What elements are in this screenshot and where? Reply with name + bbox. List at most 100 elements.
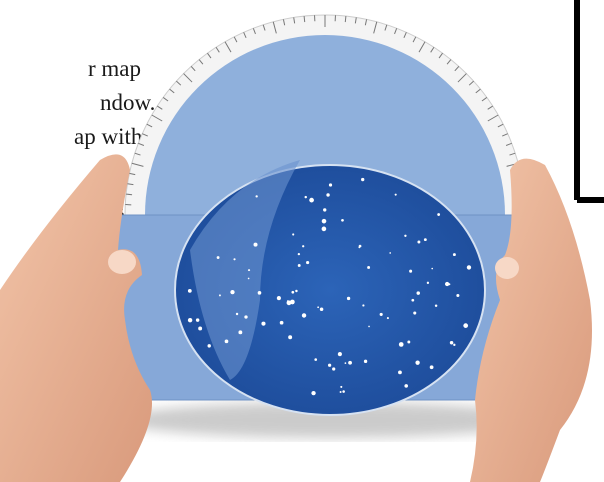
tick [394, 28, 398, 35]
star [346, 296, 351, 301]
tick [183, 73, 193, 83]
star [295, 289, 298, 293]
star [195, 318, 200, 322]
star [319, 307, 324, 311]
star [379, 312, 383, 317]
tick [502, 133, 508, 137]
tick [412, 36, 417, 43]
star [218, 294, 221, 297]
star [398, 342, 404, 347]
star [367, 265, 371, 269]
star [339, 390, 342, 394]
tick [438, 52, 443, 59]
tick [457, 73, 467, 83]
star [340, 385, 343, 388]
star [306, 260, 310, 265]
copy-line: r map [88, 56, 141, 81]
star [342, 390, 345, 393]
tick [475, 88, 481, 94]
star [456, 293, 460, 297]
star [328, 363, 332, 367]
star [207, 344, 211, 348]
tick [156, 105, 163, 110]
star [363, 359, 368, 364]
tick [481, 97, 488, 102]
left-thumbnail [108, 250, 136, 274]
shadow [120, 402, 540, 438]
star [394, 193, 397, 196]
tick [303, 16, 306, 23]
star [255, 195, 258, 198]
star [466, 265, 472, 270]
tick [142, 133, 148, 137]
star [187, 288, 192, 293]
star [238, 330, 243, 335]
star [413, 311, 417, 315]
star [348, 360, 352, 365]
star [423, 238, 427, 242]
star [344, 362, 347, 364]
tick [129, 172, 136, 176]
star [368, 325, 370, 328]
left-hand [0, 154, 152, 482]
tick [207, 52, 212, 59]
tick [134, 152, 141, 156]
star [361, 177, 365, 182]
dial-face [145, 35, 505, 215]
tick [454, 66, 460, 72]
tick [131, 162, 144, 167]
star [276, 296, 281, 301]
star [247, 269, 251, 272]
star [321, 226, 327, 232]
star [434, 304, 438, 307]
tick [384, 24, 388, 31]
tick [127, 183, 134, 186]
tick [169, 88, 175, 94]
star [309, 197, 314, 203]
star [332, 367, 336, 371]
tick [215, 46, 220, 53]
tick [126, 193, 133, 196]
star [187, 317, 193, 323]
tick [151, 114, 163, 122]
tick [487, 105, 494, 110]
tick [509, 152, 516, 156]
star [235, 312, 239, 316]
tick [505, 142, 512, 146]
tick [364, 19, 368, 26]
star [386, 317, 389, 320]
star [452, 253, 456, 257]
star [233, 258, 236, 261]
tick [233, 36, 238, 43]
tick [224, 41, 232, 53]
star [247, 277, 250, 280]
tick [403, 32, 407, 38]
tick [162, 97, 169, 102]
star [317, 306, 320, 309]
tick [430, 46, 435, 53]
copy-line: ndow. [100, 90, 155, 115]
tick [446, 59, 452, 65]
tick [138, 142, 145, 146]
star [230, 289, 235, 295]
star [409, 269, 413, 273]
tick [354, 17, 357, 24]
star [416, 291, 420, 295]
tick [176, 80, 182, 86]
star [449, 341, 454, 345]
star [288, 335, 293, 340]
star [311, 390, 316, 396]
star [314, 358, 318, 361]
tick [468, 80, 474, 86]
tick [497, 123, 504, 128]
star [304, 195, 307, 199]
star [431, 267, 434, 270]
star [429, 365, 434, 370]
tick [418, 41, 426, 53]
star [463, 323, 469, 328]
star [216, 256, 220, 259]
star [297, 252, 301, 256]
star [358, 244, 362, 248]
star [326, 193, 330, 197]
